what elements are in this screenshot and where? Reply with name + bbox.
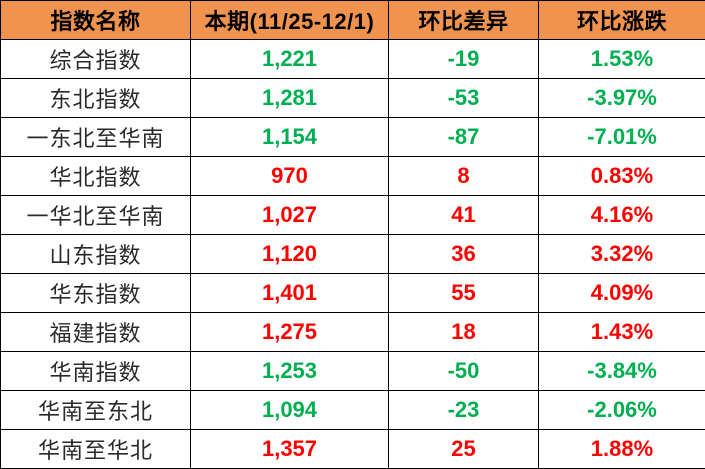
cell-change: 4.16%	[539, 196, 705, 235]
cell-index-name: 东北指数	[1, 79, 191, 118]
cell-index-name: 福建指数	[1, 313, 191, 352]
cell-diff: 18	[389, 313, 539, 352]
cell-value: 970	[191, 157, 389, 196]
cell-change: 3.32%	[539, 235, 705, 274]
cell-diff: 55	[389, 274, 539, 313]
cell-index-name: 综合指数	[1, 40, 191, 79]
cell-index-name: 山东指数	[1, 235, 191, 274]
cell-value: 1,253	[191, 352, 389, 391]
cell-index-name: 一东北至华南	[1, 118, 191, 157]
cell-index-name: 华南至华北	[1, 430, 191, 469]
cell-value: 1,154	[191, 118, 389, 157]
column-header-current-period: 本期(11/25-12/1)	[191, 1, 389, 40]
cell-value: 1,281	[191, 79, 389, 118]
table-header-row: 指数名称 本期(11/25-12/1) 环比差异 环比涨跌	[1, 1, 705, 40]
cell-change: 1.88%	[539, 430, 705, 469]
cell-change: 4.09%	[539, 274, 705, 313]
cell-index-name: 一华北至华南	[1, 196, 191, 235]
cell-change: 0.83%	[539, 157, 705, 196]
cell-value: 1,120	[191, 235, 389, 274]
cell-diff: -50	[389, 352, 539, 391]
cell-change: -2.06%	[539, 391, 705, 430]
cell-index-name: 华南至东北	[1, 391, 191, 430]
cell-change: -3.84%	[539, 352, 705, 391]
column-header-difference: 环比差异	[389, 1, 539, 40]
cell-diff: -19	[389, 40, 539, 79]
cell-diff: -23	[389, 391, 539, 430]
cell-diff: 41	[389, 196, 539, 235]
cell-index-name: 华南指数	[1, 352, 191, 391]
cell-value: 1,027	[191, 196, 389, 235]
cell-value: 1,401	[191, 274, 389, 313]
cell-diff: -53	[389, 79, 539, 118]
cell-change: -7.01%	[539, 118, 705, 157]
cell-diff: -87	[389, 118, 539, 157]
cell-diff: 25	[389, 430, 539, 469]
column-header-change-rate: 环比涨跌	[539, 1, 705, 40]
cell-value: 1,221	[191, 40, 389, 79]
cell-diff: 8	[389, 157, 539, 196]
cell-change: -3.97%	[539, 79, 705, 118]
cell-index-name: 华东指数	[1, 274, 191, 313]
table-header: 指数名称 本期(11/25-12/1) 环比差异 环比涨跌	[1, 1, 705, 40]
cell-value: 1,275	[191, 313, 389, 352]
cell-change: 1.43%	[539, 313, 705, 352]
column-header-index-name: 指数名称	[1, 1, 191, 40]
cell-diff: 36	[389, 235, 539, 274]
cell-value: 1,094	[191, 391, 389, 430]
cell-change: 1.53%	[539, 40, 705, 79]
cell-index-name: 华北指数	[1, 157, 191, 196]
cell-value: 1,357	[191, 430, 389, 469]
